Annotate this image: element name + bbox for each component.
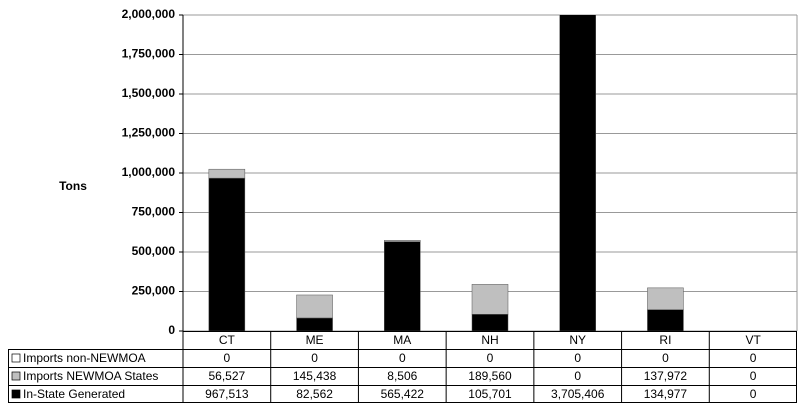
category-label: RI (659, 333, 671, 347)
bars (208, 15, 684, 331)
y-tick-label: 1,500,000 (122, 86, 176, 100)
category-label: VT (745, 333, 761, 347)
legend-label: Imports non-NEWMOA (23, 351, 146, 365)
legend-key (11, 389, 21, 399)
table-value: 145,438 (293, 369, 337, 383)
bar-segment (296, 294, 333, 319)
table-value: 189,560 (468, 369, 512, 383)
table-value: 82,562 (296, 387, 333, 401)
table-value: 967,513 (205, 387, 249, 401)
table-value: 56,527 (209, 369, 246, 383)
bar-segment (647, 309, 684, 331)
table-value: 105,701 (468, 387, 512, 401)
data-table: CT ME MA NH NY RI VT Imports non-NEWMOA 0 0 0 0 0 0 0 I… (8, 331, 797, 403)
y-tick-label: 1,750,000 (122, 47, 176, 61)
grid: 0 250,000 500,000 750,000 1,000,000 1,250,000… (122, 7, 798, 337)
category-label: CT (219, 333, 236, 347)
table-value: 137,972 (644, 369, 688, 383)
table-value: 0 (487, 351, 494, 365)
table-value: 0 (574, 351, 581, 365)
category-label: NY (569, 333, 586, 347)
bar-segment (296, 317, 333, 331)
y-tick-label: 500,000 (132, 244, 176, 258)
bar-segment (471, 314, 509, 331)
bar-segment (208, 168, 246, 179)
y-tick-label: 1,000,000 (122, 165, 176, 179)
bar-segment (471, 284, 509, 315)
y-tick-label: 1,250,000 (122, 126, 176, 140)
table-value: 0 (224, 351, 231, 365)
y-tick-label: 2,000,000 (122, 7, 176, 21)
bar-segment (208, 177, 246, 331)
bar-segment (647, 287, 684, 310)
table-value: 0 (399, 351, 406, 365)
table-value: 0 (750, 351, 757, 365)
y-tick-label: 250,000 (132, 284, 176, 298)
table-value: 565,422 (381, 387, 425, 401)
table-value: 8,506 (387, 369, 417, 383)
y-axis-label: Tons (59, 179, 87, 193)
y-tick-label: 750,000 (132, 205, 176, 219)
y-tick-label: 0 (168, 323, 175, 337)
category-label: NH (481, 333, 498, 347)
category-label: MA (393, 333, 411, 347)
legend-key (11, 371, 21, 381)
legend-label: Imports NEWMOA States (23, 369, 158, 383)
table-value: 0 (311, 351, 318, 365)
category-label: ME (306, 333, 324, 347)
table-value: 0 (750, 369, 757, 383)
bar-segment (559, 15, 596, 331)
legend-label: In-State Generated (23, 387, 125, 401)
table-value: 0 (662, 351, 669, 365)
bar-segment (384, 240, 421, 242)
table-value: 134,977 (644, 387, 688, 401)
table-value: 0 (574, 369, 581, 383)
legend-key (11, 353, 21, 363)
table-value: 3,705,406 (551, 387, 605, 401)
table-value: 0 (750, 387, 757, 401)
bar-segment (384, 241, 421, 331)
